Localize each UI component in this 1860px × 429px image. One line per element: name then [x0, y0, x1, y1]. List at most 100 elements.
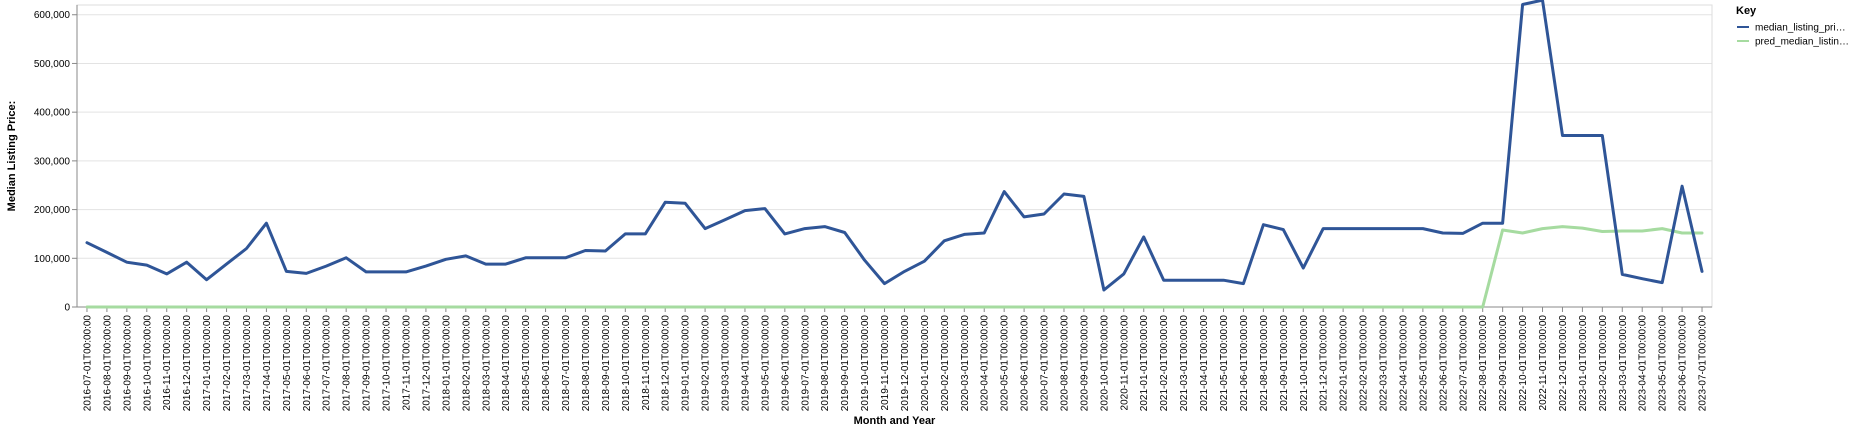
x-tick-label: 2020-01-01T00:00:00 — [920, 315, 931, 412]
x-tick-label: 2018-01-01T00:00:00 — [441, 315, 452, 412]
x-tick-label: 2018-08-01T00:00:00 — [581, 315, 592, 412]
x-tick-label: 2019-06-01T00:00:00 — [780, 315, 791, 412]
x-tick-label: 2023-07-01T00:00:00 — [1698, 315, 1709, 412]
x-tick-label: 2019-01-01T00:00:00 — [681, 315, 692, 412]
y-tick-label: 600,000 — [34, 10, 71, 21]
x-tick-label: 2019-09-01T00:00:00 — [840, 315, 851, 412]
legend-title: Key — [1736, 5, 1757, 17]
x-tick-label: 2018-06-01T00:00:00 — [541, 315, 552, 412]
x-tick-label: 2017-07-01T00:00:00 — [322, 315, 333, 412]
x-tick-label: 2018-10-01T00:00:00 — [621, 315, 632, 412]
x-tick-label: 2021-08-01T00:00:00 — [1259, 315, 1270, 412]
x-tick-label: 2022-04-01T00:00:00 — [1398, 315, 1409, 412]
legend-label: pred_median_listin… — [1755, 37, 1849, 48]
x-tick-label: 2019-05-01T00:00:00 — [760, 315, 771, 412]
x-tick-label: 2017-09-01T00:00:00 — [362, 315, 373, 412]
x-tick-label: 2019-04-01T00:00:00 — [740, 315, 751, 412]
y-tick-label: 300,000 — [34, 156, 71, 167]
x-tick-label: 2019-11-01T00:00:00 — [880, 315, 891, 411]
x-tick-label: 2022-02-01T00:00:00 — [1359, 315, 1370, 412]
x-tick-label: 2018-11-01T00:00:00 — [641, 315, 652, 411]
series-layer — [85, 0, 1704, 309]
x-tick-label: 2017-01-01T00:00:00 — [202, 315, 213, 412]
x-tick-label: 2022-03-01T00:00:00 — [1379, 315, 1390, 412]
x-tick-label: 2021-12-01T00:00:00 — [1319, 315, 1330, 412]
x-tick-label: 2017-03-01T00:00:00 — [242, 315, 253, 412]
x-tick-label: 2020-08-01T00:00:00 — [1059, 315, 1070, 412]
x-tick-label: 2021-06-01T00:00:00 — [1239, 315, 1250, 412]
x-tick-label: 2019-03-01T00:00:00 — [721, 315, 732, 412]
x-tick-label: 2022-11-01T00:00:00 — [1538, 315, 1549, 411]
x-tick-label: 2018-05-01T00:00:00 — [521, 315, 532, 412]
series-line — [85, 225, 1704, 309]
x-tick-label: 2023-06-01T00:00:00 — [1678, 315, 1689, 412]
x-tick-label: 2019-07-01T00:00:00 — [800, 315, 811, 412]
y-axis: 0 100,000 200,000 300,000 400,000 500,000 600,… — [34, 5, 78, 314]
x-tick-label: 2022-08-01T00:00:00 — [1478, 315, 1489, 412]
x-tick-label: 2016-08-01T00:00:00 — [102, 315, 113, 412]
y-tick-label: 200,000 — [34, 205, 71, 216]
y-tick-label: 100,000 — [34, 254, 71, 265]
x-tick-label: 2017-05-01T00:00:00 — [282, 315, 293, 412]
x-tick-label: 2020-10-01T00:00:00 — [1099, 315, 1110, 412]
x-tick-label: 2022-06-01T00:00:00 — [1438, 315, 1449, 412]
x-tick-label: 2016-10-01T00:00:00 — [142, 315, 153, 412]
x-tick-label: 2020-05-01T00:00:00 — [1000, 315, 1011, 412]
x-tick-label: 2022-07-01T00:00:00 — [1458, 315, 1469, 412]
x-tick-label: 2017-02-01T00:00:00 — [222, 315, 233, 412]
x-tick-label: 2022-10-01T00:00:00 — [1518, 315, 1529, 412]
x-tick-label: 2018-02-01T00:00:00 — [461, 315, 472, 412]
x-tick-label: 2020-03-01T00:00:00 — [960, 315, 971, 412]
x-tick-label: 2021-04-01T00:00:00 — [1199, 315, 1210, 412]
x-tick-label: 2019-12-01T00:00:00 — [900, 315, 911, 412]
x-tick-label: 2019-10-01T00:00:00 — [860, 315, 871, 412]
x-tick-label: 2017-12-01T00:00:00 — [421, 315, 432, 412]
x-tick-label: 2017-06-01T00:00:00 — [302, 315, 313, 412]
gridlines — [77, 14, 1712, 308]
y-tick-label: 400,000 — [34, 108, 71, 119]
x-tick-label: 2019-08-01T00:00:00 — [820, 315, 831, 412]
x-tick-label: 2017-08-01T00:00:00 — [342, 315, 353, 412]
x-tick-label: 2019-02-01T00:00:00 — [701, 315, 712, 412]
x-tick-label: 2022-09-01T00:00:00 — [1498, 315, 1509, 412]
x-tick-label: 2021-03-01T00:00:00 — [1179, 315, 1190, 412]
x-tick-label: 2021-05-01T00:00:00 — [1219, 315, 1230, 412]
x-tick-label: 2022-01-01T00:00:00 — [1339, 315, 1350, 412]
x-tick-label: 2017-11-01T00:00:00 — [401, 315, 412, 411]
x-axis-title: Month and Year — [854, 415, 936, 427]
x-tick-label: 2020-06-01T00:00:00 — [1020, 315, 1031, 412]
x-tick-label: 2021-10-01T00:00:00 — [1299, 315, 1310, 412]
x-tick-label: 2018-03-01T00:00:00 — [481, 315, 492, 412]
x-tick-label: 2023-03-01T00:00:00 — [1618, 315, 1629, 412]
x-tick-label: 2018-09-01T00:00:00 — [601, 315, 612, 412]
legend-label: median_listing_pri… — [1755, 23, 1846, 34]
plot-frame — [76, 4, 1713, 308]
x-tick-label: 2023-04-01T00:00:00 — [1638, 315, 1649, 412]
x-tick-label: 2017-10-01T00:00:00 — [382, 315, 393, 412]
x-tick-label: 2022-12-01T00:00:00 — [1558, 315, 1569, 412]
x-tick-label: 2021-09-01T00:00:00 — [1279, 315, 1290, 412]
x-tick-label: 2020-04-01T00:00:00 — [980, 315, 991, 412]
x-tick-label: 2020-09-01T00:00:00 — [1079, 315, 1090, 412]
x-axis: 2016-07-01T00:00:00 2016-08-01T00:00:00 20… — [77, 306, 1712, 412]
x-tick-label: 2016-11-01T00:00:00 — [162, 315, 173, 411]
x-tick-label: 2021-02-01T00:00:00 — [1159, 315, 1170, 412]
x-tick-label: 2023-01-01T00:00:00 — [1578, 315, 1589, 412]
x-tick-label: 2023-05-01T00:00:00 — [1658, 315, 1669, 412]
x-tick-label: 2016-07-01T00:00:00 — [82, 315, 93, 412]
x-tick-label: 2021-01-01T00:00:00 — [1139, 315, 1150, 412]
y-axis-title: Median Listing Price: — [6, 101, 18, 212]
x-tick-label: 2016-12-01T00:00:00 — [182, 315, 193, 412]
x-tick-label: 2023-02-01T00:00:00 — [1598, 315, 1609, 412]
x-tick-label: 2022-05-01T00:00:00 — [1418, 315, 1429, 412]
y-tick-label: 500,000 — [34, 59, 71, 70]
x-tick-label: 2018-04-01T00:00:00 — [501, 315, 512, 412]
legend: Key median_listing_pri… pred_median_listi… — [1736, 5, 1849, 48]
x-tick-label: 2020-07-01T00:00:00 — [1040, 315, 1051, 412]
x-tick-label: 2017-04-01T00:00:00 — [262, 315, 273, 412]
y-tick-label: 0 — [64, 303, 70, 314]
series-line — [85, 0, 1704, 292]
x-tick-label: 2018-07-01T00:00:00 — [561, 315, 572, 412]
x-tick-label: 2020-02-01T00:00:00 — [940, 315, 951, 412]
